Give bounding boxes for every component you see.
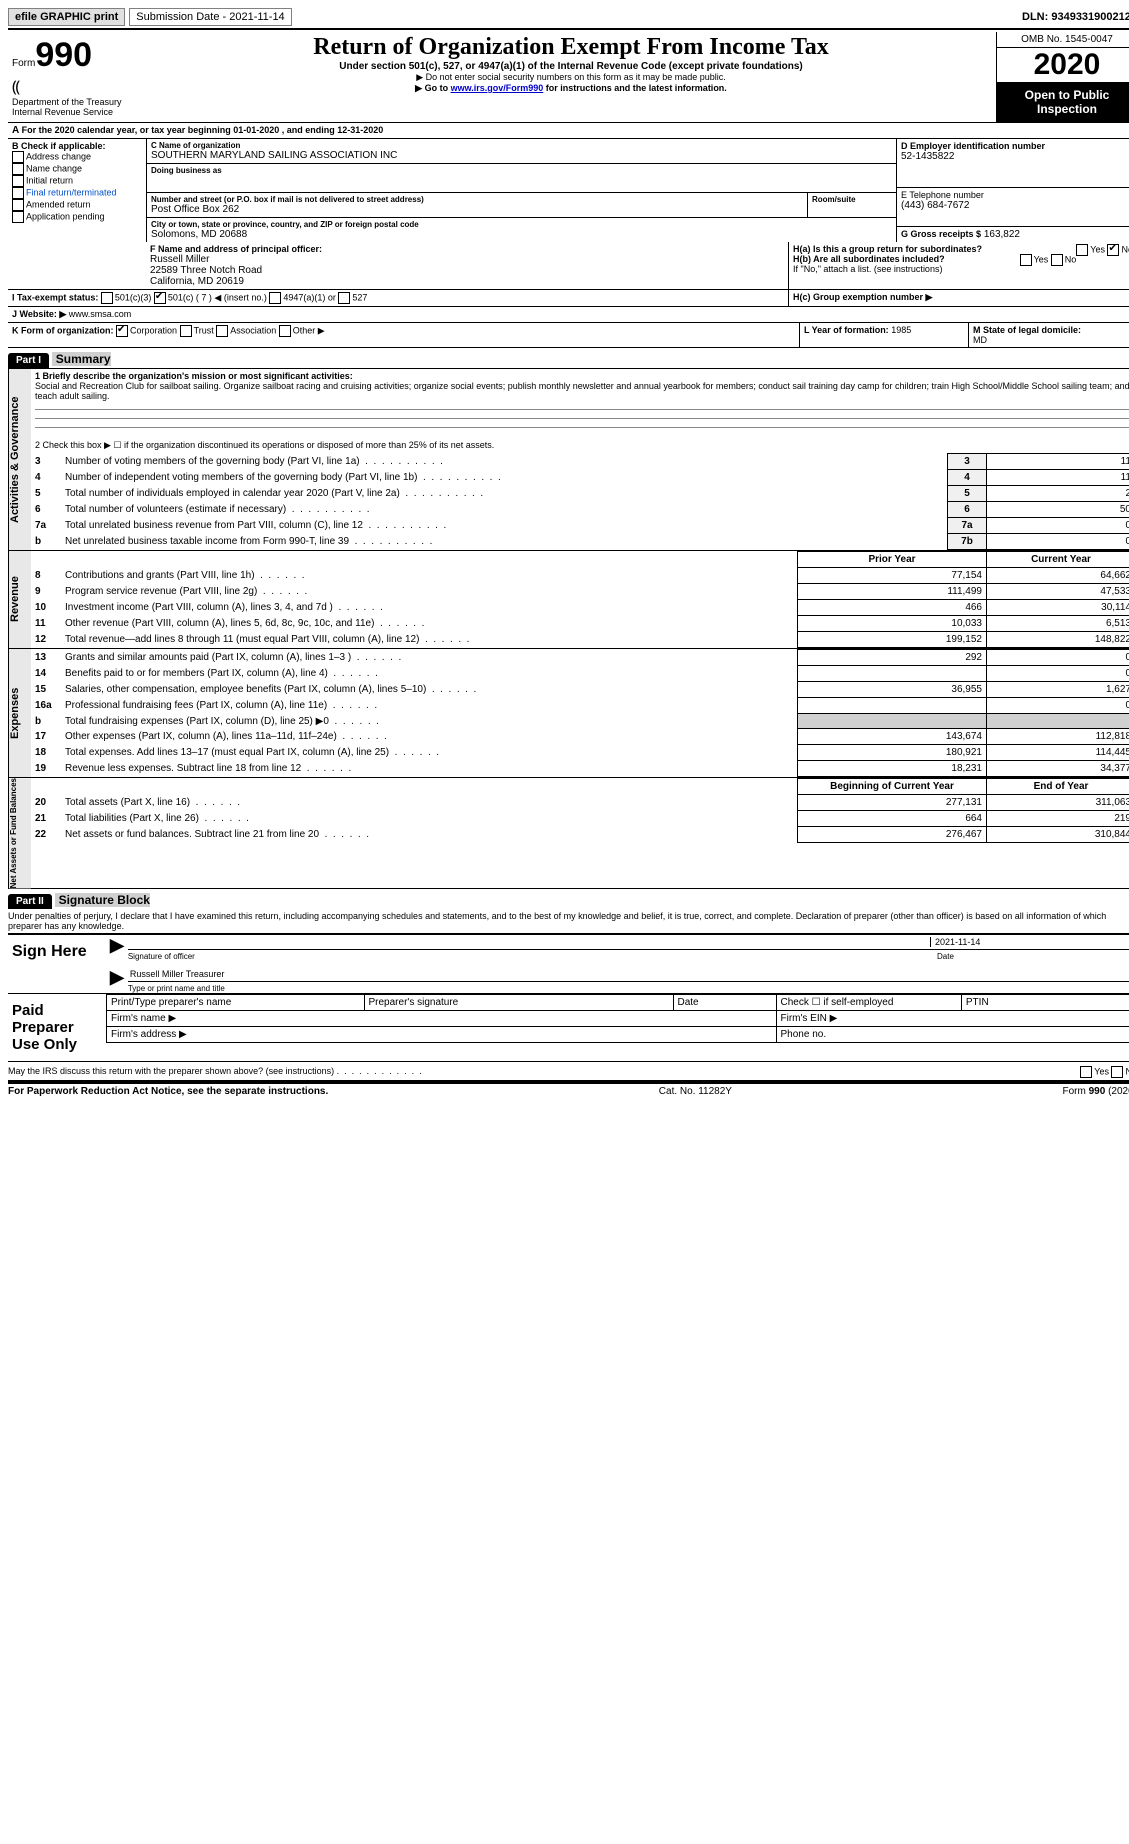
sig-date-value: 2021-11-14: [930, 937, 1129, 947]
cb-501c[interactable]: [154, 292, 166, 304]
name-arrow-icon: ▶: [106, 967, 128, 993]
checkbox-address-change[interactable]: [12, 151, 24, 163]
cat-number: Cat. No. 11282Y: [659, 1086, 732, 1097]
officer-name-title: Russell Miller Treasurer: [128, 967, 1129, 982]
vlabel-expenses: Expenses: [9, 649, 31, 777]
declaration-text: Under penalties of perjury, I declare th…: [8, 909, 1129, 934]
org-name: SOUTHERN MARYLAND SAILING ASSOCIATION IN…: [151, 150, 892, 161]
ha-no[interactable]: [1107, 244, 1119, 256]
h-ifno: If "No," attach a list. (see instruction…: [793, 264, 1129, 274]
sign-here-label: Sign Here: [8, 935, 106, 993]
checkbox-name-change[interactable]: [12, 163, 24, 175]
ha-label: H(a) Is this a group return for subordin…: [793, 244, 982, 254]
officer-name: Russell Miller: [150, 254, 784, 265]
form-org-label: K Form of organization:: [12, 325, 114, 335]
irs-label: Internal Revenue Service: [12, 107, 142, 117]
officer-addr2: California, MD 20619: [150, 276, 784, 287]
paid-preparer-label: Paid Preparer Use Only: [8, 994, 106, 1061]
discuss-label: May the IRS discuss this return with the…: [8, 1066, 334, 1076]
submission-date: Submission Date - 2021-11-14: [129, 8, 291, 26]
ha-yes[interactable]: [1076, 244, 1088, 256]
form-header: Form990 ⸨ Department of the Treasury Int…: [8, 32, 1129, 123]
hb-no[interactable]: [1051, 254, 1063, 266]
sign-here-block: Sign Here ▶ 2021-11-14 Signature of offi…: [8, 934, 1129, 994]
street-address: Post Office Box 262: [151, 204, 803, 215]
city-state-zip: Solomons, MD 20688: [151, 229, 892, 240]
discuss-no[interactable]: [1111, 1066, 1123, 1078]
part1-title: Summary: [52, 352, 111, 366]
tax-year: 2020: [997, 48, 1129, 82]
dept-label: Department of the Treasury: [12, 97, 142, 107]
part1-header: Part I: [8, 353, 49, 368]
page-footer: For Paperwork Reduction Act Notice, see …: [8, 1082, 1129, 1097]
revenue-table: Prior YearCurrent Year8 Contributions an…: [31, 551, 1129, 648]
hb-yes[interactable]: [1020, 254, 1032, 266]
vlabel-activities: Activities & Governance: [9, 369, 31, 550]
website-value: www.smsa.com: [69, 309, 132, 319]
vlabel-revenue: Revenue: [9, 551, 31, 648]
phone-label: E Telephone number: [901, 190, 1129, 200]
dba-label: Doing business as: [151, 166, 892, 175]
checkbox-amended[interactable]: [12, 199, 24, 211]
name-label: C Name of organization: [151, 141, 892, 150]
sig-officer-line[interactable]: [130, 937, 930, 947]
addr-label: Number and street (or P.O. box if mail i…: [151, 195, 803, 204]
room-label: Room/suite: [812, 195, 892, 204]
cb-527[interactable]: [338, 292, 350, 304]
form-label: Form: [12, 58, 35, 69]
hb-label: H(b) Are all subordinates included?: [793, 254, 945, 264]
activities-table: 3 Number of voting members of the govern…: [31, 453, 1129, 550]
dln: DLN: 93493319002121: [1022, 11, 1129, 23]
section-b: B Check if applicable: Address change Na…: [8, 139, 147, 242]
part2-header: Part II: [8, 894, 52, 909]
form-number: 990: [35, 36, 92, 74]
signature-arrow-icon: ▶: [106, 935, 128, 961]
subtitle-3: ▶ Go to www.irs.gov/Form990 for instruct…: [148, 83, 994, 94]
pra-notice: For Paperwork Reduction Act Notice, see …: [8, 1086, 328, 1097]
gross-receipts-value: 163,822: [984, 229, 1020, 240]
expenses-table: 13 Grants and similar amounts paid (Part…: [31, 649, 1129, 777]
efile-button[interactable]: efile GRAPHIC print: [8, 8, 125, 26]
state-domicile: MD: [973, 335, 987, 345]
year-formation: 1985: [891, 325, 911, 335]
cb-trust[interactable]: [180, 325, 192, 337]
cb-4947[interactable]: [269, 292, 281, 304]
open-public-badge: Open to Public Inspection: [997, 82, 1129, 122]
net-assets-table: Beginning of Current YearEnd of Year20 T…: [31, 778, 1129, 843]
part2-title: Signature Block: [55, 893, 150, 907]
discuss-yes[interactable]: [1080, 1066, 1092, 1078]
cb-501c3[interactable]: [101, 292, 113, 304]
officer-addr1: 22589 Three Notch Road: [150, 265, 784, 276]
line1-label: 1 Briefly describe the organization's mi…: [35, 371, 353, 381]
hc-label: H(c) Group exemption number ▶: [789, 290, 1129, 306]
omb-number: OMB No. 1545-0047: [997, 32, 1129, 48]
subtitle-2: ▶ Do not enter social security numbers o…: [148, 72, 994, 83]
form990-link[interactable]: www.irs.gov/Form990: [451, 83, 544, 93]
section-a: A For the 2020 calendar year, or tax yea…: [8, 123, 1129, 139]
city-label: City or town, state or province, country…: [151, 220, 892, 229]
form-title: Return of Organization Exempt From Incom…: [148, 34, 994, 61]
subtitle-1: Under section 501(c), 527, or 4947(a)(1)…: [148, 61, 994, 72]
tax-status-label: I Tax-exempt status:: [12, 292, 98, 302]
cb-other[interactable]: [279, 325, 291, 337]
paid-preparer-block: Paid Preparer Use Only Print/Type prepar…: [8, 994, 1129, 1062]
cb-corp[interactable]: [116, 325, 128, 337]
top-bar: efile GRAPHIC print Submission Date - 20…: [8, 8, 1129, 30]
line1-text: Social and Recreation Club for sailboat …: [35, 381, 1129, 401]
checkbox-app-pending[interactable]: [12, 211, 24, 223]
ein-label: D Employer identification number: [901, 141, 1129, 151]
website-label: J Website: ▶: [12, 309, 66, 319]
vlabel-netassets: Net Assets or Fund Balances: [9, 778, 31, 888]
checkbox-initial-return[interactable]: [12, 175, 24, 187]
form-footer: Form 990 (2020): [1063, 1086, 1129, 1097]
line2: 2 Check this box ▶ ☐ if the organization…: [31, 438, 1129, 453]
ein-value: 52-1435822: [901, 151, 1129, 162]
phone-value: (443) 684-7672: [901, 200, 1129, 211]
checkbox-final-return[interactable]: [12, 187, 24, 199]
officer-label: F Name and address of principal officer:: [150, 244, 784, 254]
cb-assoc[interactable]: [216, 325, 228, 337]
gross-receipts-label: G Gross receipts $: [901, 229, 981, 239]
